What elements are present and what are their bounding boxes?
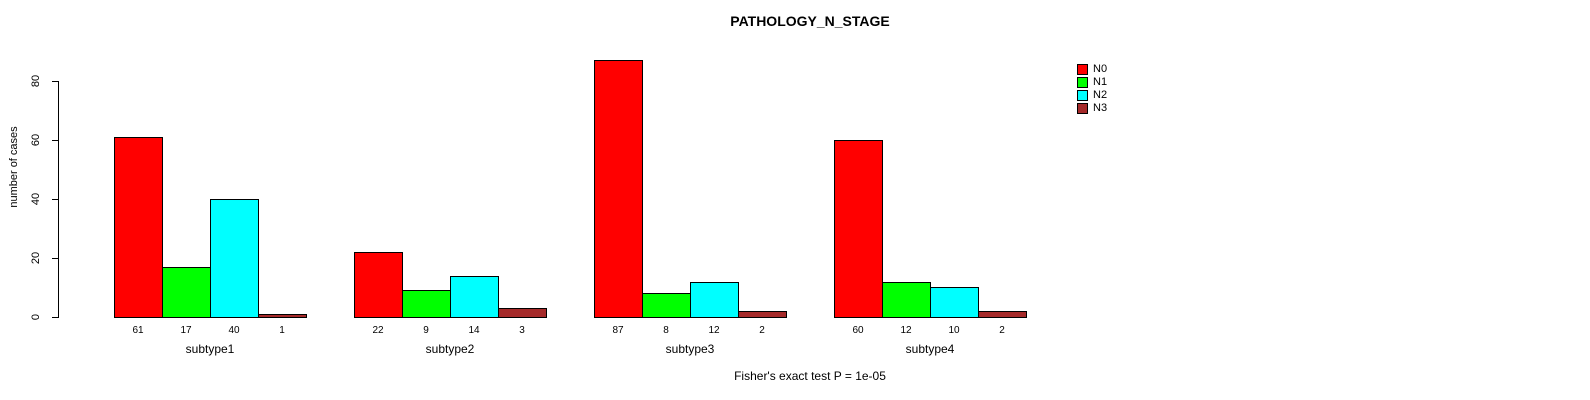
bar-value-label: 2 bbox=[999, 325, 1005, 336]
legend-label: N0 bbox=[1093, 63, 1108, 75]
bar-N3-subtype3 bbox=[738, 311, 787, 318]
chart-title: PATHOLOGY_N_STAGE bbox=[730, 13, 890, 29]
bar-N3-subtype2 bbox=[498, 308, 547, 318]
bar-N2-subtype1 bbox=[210, 199, 259, 318]
y-tick-mark bbox=[52, 258, 58, 259]
bar-N0-subtype1 bbox=[114, 137, 163, 318]
legend-label: N2 bbox=[1093, 89, 1108, 101]
bar-value-label: 87 bbox=[612, 325, 624, 336]
bar-value-label: 60 bbox=[852, 325, 864, 336]
bar-value-label: 8 bbox=[663, 325, 669, 336]
bar-value-label: 9 bbox=[423, 325, 429, 336]
legend-label: N3 bbox=[1093, 102, 1108, 114]
legend-color-swatch bbox=[1077, 64, 1088, 75]
y-tick-mark bbox=[52, 199, 58, 200]
bar-value-label: 14 bbox=[468, 325, 480, 336]
bar-N1-subtype4 bbox=[882, 282, 931, 318]
bar-N0-subtype4 bbox=[834, 140, 883, 318]
y-tick-mark bbox=[52, 317, 58, 318]
bar-N3-subtype4 bbox=[978, 311, 1027, 318]
bar-value-label: 2 bbox=[759, 325, 765, 336]
legend-color-swatch bbox=[1077, 77, 1088, 88]
legend-label: N1 bbox=[1093, 76, 1108, 88]
y-axis-label: number of cases bbox=[8, 126, 20, 208]
bar-value-label: 10 bbox=[948, 325, 960, 336]
legend-entry-N0: N0 bbox=[1077, 63, 1107, 76]
y-tick-mark bbox=[52, 81, 58, 82]
legend-entry-N1: N1 bbox=[1077, 76, 1107, 89]
legend: N0 N1 N2 N3 bbox=[1077, 63, 1107, 115]
bar-N3-subtype1 bbox=[258, 314, 307, 318]
y-tick-label: 80 bbox=[30, 74, 42, 88]
bar-value-label: 40 bbox=[228, 325, 240, 336]
bar-value-label: 17 bbox=[180, 325, 192, 336]
y-tick-label: 0 bbox=[30, 313, 42, 321]
bar-N0-subtype2 bbox=[354, 252, 403, 318]
y-tick-label: 40 bbox=[30, 192, 42, 206]
bar-N1-subtype2 bbox=[402, 290, 451, 318]
legend-color-swatch bbox=[1077, 90, 1088, 101]
bar-N2-subtype2 bbox=[450, 276, 499, 318]
y-tick-label: 60 bbox=[30, 133, 42, 147]
x-category-label: subtype3 bbox=[665, 342, 715, 356]
x-category-label: subtype2 bbox=[425, 342, 475, 356]
bar-value-label: 12 bbox=[900, 325, 912, 336]
y-tick-mark bbox=[52, 140, 58, 141]
bar-value-label: 22 bbox=[372, 325, 384, 336]
bar-value-label: 1 bbox=[279, 325, 285, 336]
statistical-test-caption: Fisher's exact test P = 1e-05 bbox=[734, 369, 886, 383]
bar-N2-subtype4 bbox=[930, 287, 979, 318]
y-axis-line bbox=[58, 81, 59, 318]
bar-value-label: 3 bbox=[519, 325, 525, 336]
x-category-label: subtype1 bbox=[185, 342, 235, 356]
bar-N0-subtype3 bbox=[594, 60, 643, 318]
legend-entry-N2: N2 bbox=[1077, 89, 1107, 102]
legend-color-swatch bbox=[1077, 103, 1088, 114]
x-category-label: subtype4 bbox=[905, 342, 955, 356]
bar-N2-subtype3 bbox=[690, 282, 739, 318]
bar-N1-subtype1 bbox=[162, 267, 211, 318]
bar-value-label: 12 bbox=[708, 325, 720, 336]
legend-entry-N3: N3 bbox=[1077, 102, 1107, 115]
y-tick-label: 20 bbox=[30, 251, 42, 265]
bar-N1-subtype3 bbox=[642, 293, 691, 318]
bar-value-label: 61 bbox=[132, 325, 144, 336]
